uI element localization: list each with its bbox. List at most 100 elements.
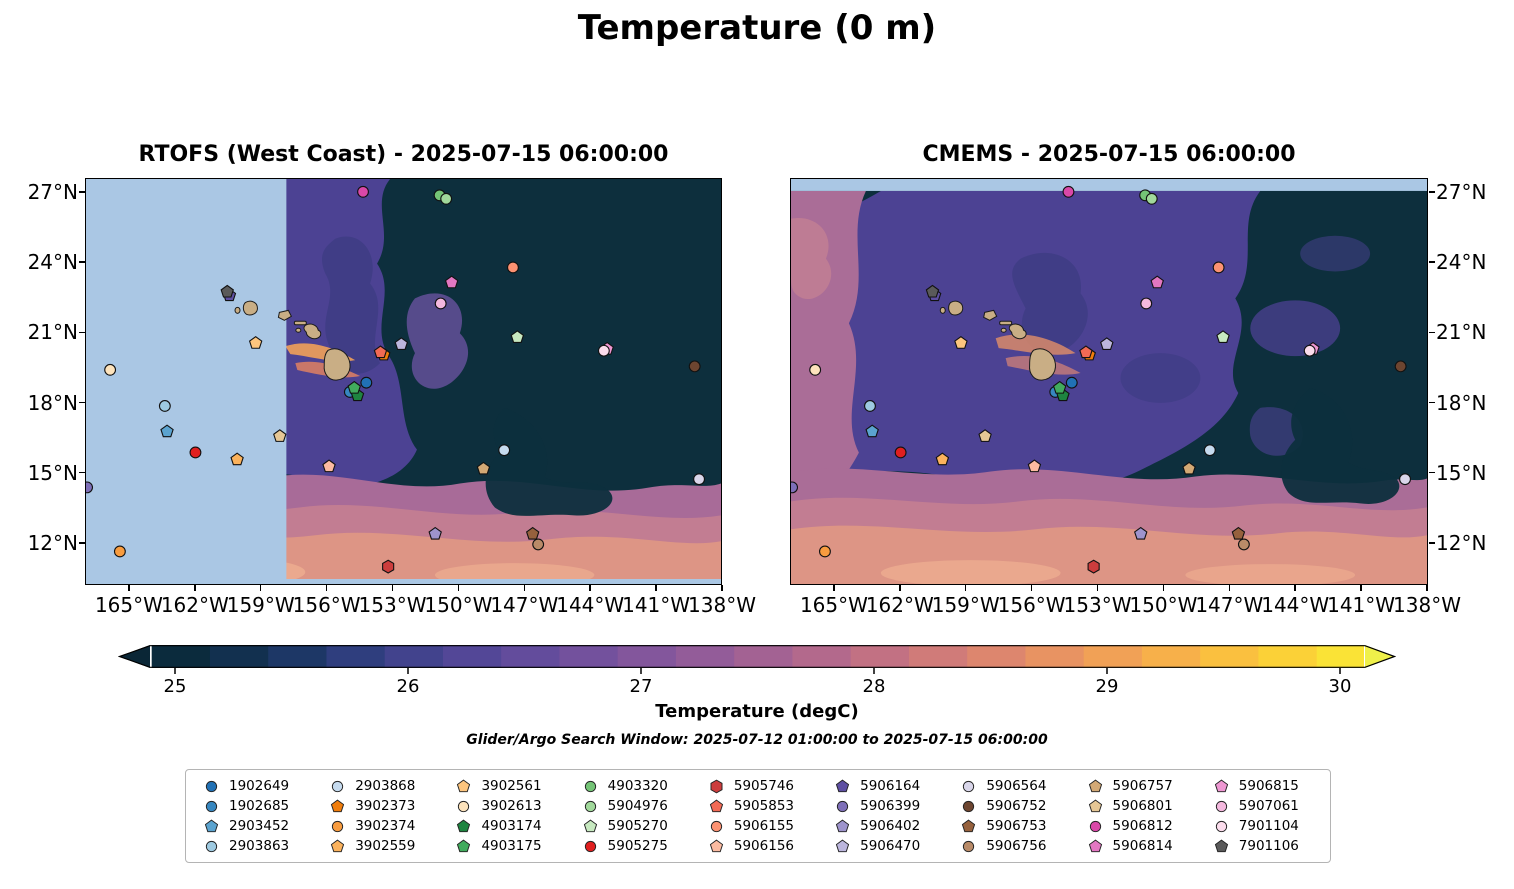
legend-pentagon-marker-icon [835,819,850,832]
lat-tick-label: 12°N [1436,530,1487,555]
lat-tick-label: 24°N [27,250,78,275]
lat-tick-mark [79,191,85,193]
legend-circle-marker-icon [836,800,849,812]
colorbar-segment [1200,645,1260,668]
cmems-panel-title: CMEMS - 2025-07-15 06:00:00 [922,142,1296,167]
float-marker-2903868 [1203,444,1216,457]
lon-tick-label: 153°W [358,593,427,617]
colorbar-label: Temperature (degC) [655,701,859,722]
lat-tick-label: 15°N [27,460,78,485]
legend-item-2903868: 2903868 [316,776,442,796]
lon-tick-label: 150°W [424,593,493,617]
float-marker-5905746 [382,559,395,574]
float-marker-5906399 [86,481,94,494]
lon-tick-label: 141°W [622,593,691,617]
legend-pentagon-marker-icon [331,799,345,812]
legend-label: 5906164 [860,778,921,794]
float-marker-5906155 [507,261,519,274]
legend-label: 5906564 [986,778,1047,794]
lat-tick-mark [1429,191,1435,193]
legend-item-5906402: 5906402 [821,816,947,836]
float-marker-5904976 [1145,192,1158,205]
legend-label: 5906155 [733,818,794,834]
lon-tick-label: 147°W [490,593,559,617]
float-marker-3902559 [230,452,244,466]
legend-item-7901106: 7901106 [1200,836,1326,856]
lon-tick-label: 156°W [292,593,361,617]
float-marker-5906752 [688,360,701,373]
float-marker-2903452 [160,424,174,438]
legend-item-3902559: 3902559 [316,836,442,856]
colorbar-segment [617,645,677,668]
colorbar-segment [326,645,386,668]
lon-tick-mark [964,585,967,591]
colorbar-segment [268,645,328,668]
float-marker-5906812 [1062,185,1075,198]
lat-tick-label: 18°N [1436,390,1487,415]
legend-label: 4903320 [607,778,668,794]
float-marker-5904976 [440,192,453,205]
lon-tick-mark [1360,585,1362,591]
lon-tick-mark [391,585,394,591]
lon-tick-mark [833,585,835,591]
rtofs-map-canvas [86,179,721,584]
rtofs-temperature-field [86,179,721,584]
legend-pentagon-marker-icon [1088,779,1102,792]
legend: 1902649 1902685 2903452 2903863 2903868 39023… [185,769,1331,863]
legend-label: 2903863 [229,838,290,854]
legend-item-5906564: 5906564 [947,776,1073,796]
lon-tick-mark [259,585,262,591]
float-marker-1902649 [1065,376,1078,389]
legend-circle-marker-icon [205,840,218,852]
colorbar-segment [559,645,619,668]
legend-item-5905853: 5905853 [695,796,821,816]
float-marker-2903863 [158,400,171,412]
lon-tick-label: 159°W [931,593,1000,617]
lon-tick-label: 147°W [1195,593,1264,617]
rtofs-panel-title: RTOFS (West Coast) - 2025-07-15 06:00:00 [138,142,669,167]
hawaiian-islands [234,300,351,381]
colorbar-segment [675,645,735,668]
hawaiian-islands [939,300,1056,381]
map-cmems-float-markers [791,185,1411,574]
float-marker-3902561 [248,336,263,349]
lat-tick-mark [79,542,85,544]
legend-item-5906156: 5906156 [695,836,821,856]
colorbar-outline [118,645,1396,668]
float-marker-5906156 [322,459,336,473]
lon-tick-mark [1162,585,1165,591]
legend-label: 5906801 [1112,798,1173,814]
float-marker-5907061 [1140,297,1153,310]
legend-pentagon-marker-icon [331,839,345,852]
legend-circle-marker-icon [1215,800,1227,812]
legend-circle-marker-icon [205,800,218,812]
cmems-temperature-field [791,179,1427,584]
lat-tick-mark [79,261,85,263]
legend-item-2903452: 2903452 [190,816,316,836]
lon-tick-label: 138°W [688,593,756,617]
legend-item-3902561: 3902561 [442,776,568,796]
legend-label: 5905853 [733,798,794,814]
legend-label: 3902374 [355,818,416,834]
legend-item-5907061: 5907061 [1200,796,1326,816]
lon-tick-mark [721,585,723,591]
legend-circle-marker-icon [584,800,596,812]
legend-grid: 1902649 1902685 2903452 2903863 2903868 39023… [190,776,1326,856]
legend-circle-marker-icon [710,820,722,832]
legend-item-4903320: 4903320 [569,776,695,796]
lat-tick-mark [79,401,85,404]
legend-item-5905275: 5905275 [569,836,695,856]
legend-item-3902613: 3902613 [442,796,568,816]
float-marker-5906753 [525,526,540,540]
colorbar-segment [384,645,444,668]
float-marker-7901104 [597,344,610,357]
lat-tick-mark [79,331,85,334]
legend-label: 1902685 [229,798,290,814]
float-marker-5906470 [394,337,409,350]
legend-label: 5906399 [860,798,921,814]
legend-item-2903863: 2903863 [190,836,316,856]
float-marker-2903452 [865,424,879,438]
legend-label: 7901104 [1238,818,1299,834]
legend-pentagon-marker-icon [457,779,471,792]
legend-pentagon-marker-icon [709,799,723,812]
